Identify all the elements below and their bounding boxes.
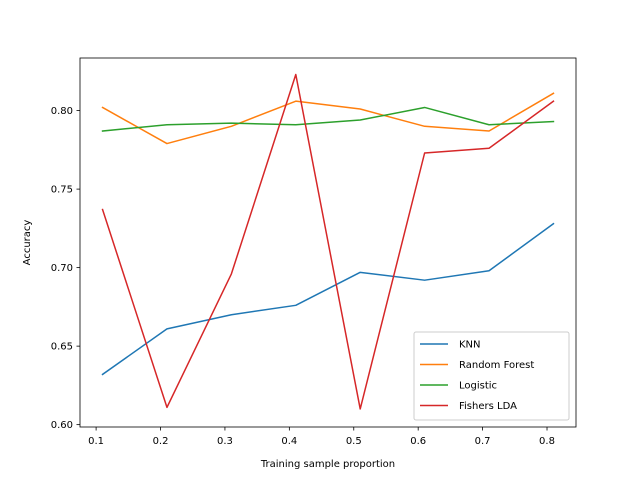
legend-label: Logistic <box>459 381 497 392</box>
x-tick-label: 0.3 <box>217 436 233 447</box>
y-axis-label: Accuracy <box>22 220 33 266</box>
legend: KNN Random Forest Logistic Fishers LDA <box>413 331 570 421</box>
x-tick-label: 0.6 <box>410 436 426 447</box>
x-tick-label: 0.7 <box>475 436 491 447</box>
x-axis: 0.1 0.2 0.3 0.4 0.5 0.6 0.7 0.8 <box>88 427 555 447</box>
plot-frame <box>79 57 577 428</box>
series-line-fishers-lda <box>101 73 555 410</box>
x-tick-label: 0.1 <box>88 436 104 447</box>
series-line-random-forest <box>101 92 555 145</box>
x-tick-label: 0.8 <box>539 436 555 447</box>
x-tick-label: 0.4 <box>281 436 297 447</box>
legend-label: KNN <box>459 340 481 351</box>
legend-label: Random Forest <box>459 360 534 371</box>
x-axis-label: Training sample proportion <box>260 459 395 470</box>
y-tick-label: 0.70 <box>51 263 73 274</box>
legend-items: KNN Random Forest Logistic Fishers LDA <box>420 340 534 412</box>
series-line-knn <box>101 222 555 376</box>
legend-frame <box>413 331 570 421</box>
y-axis: 0.60 0.65 0.70 0.75 0.80 <box>51 106 80 431</box>
legend-label: Fishers LDA <box>459 401 517 412</box>
y-tick-label: 0.80 <box>51 106 73 117</box>
series-layer <box>101 73 555 410</box>
y-tick-label: 0.65 <box>51 342 73 353</box>
x-tick-label: 0.5 <box>346 436 362 447</box>
x-tick-label: 0.2 <box>153 436 169 447</box>
y-tick-label: 0.75 <box>51 185 73 196</box>
series-line-logistic <box>101 106 555 132</box>
y-tick-label: 0.60 <box>51 420 73 431</box>
